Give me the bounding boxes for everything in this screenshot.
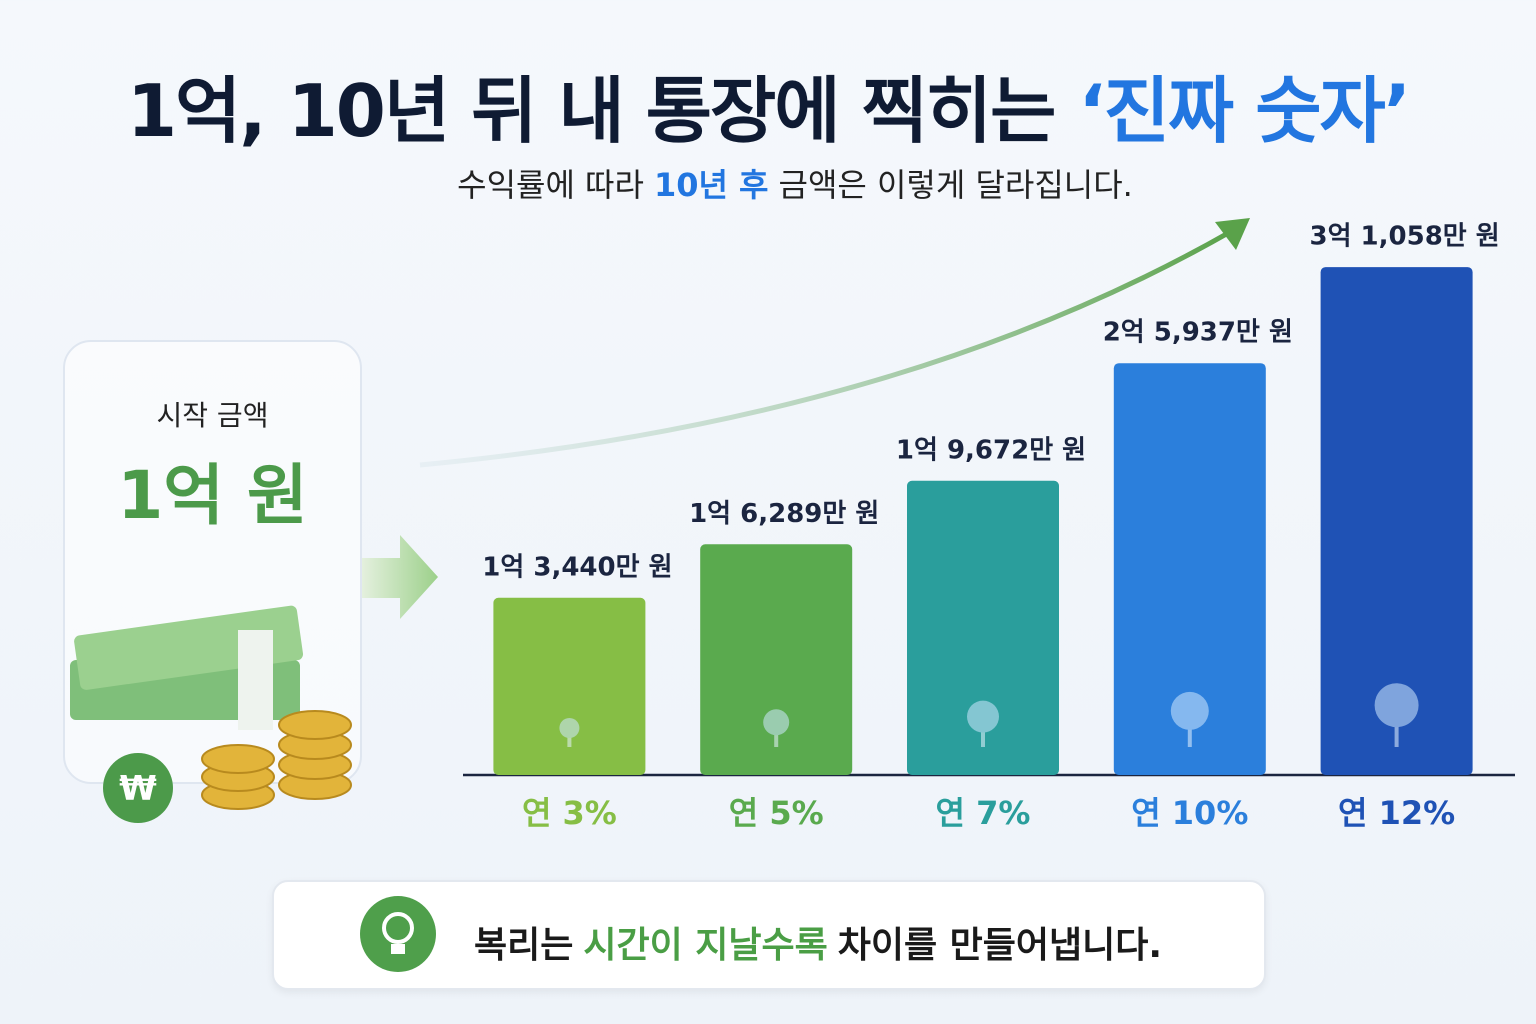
bar [1320,267,1473,775]
money-illustration [70,605,352,823]
footer-part: 복리는 [474,925,574,966]
tree-crown [967,700,999,733]
bulb-icon [360,896,436,972]
title: 1억, 10년 뒤 내 통장에 찍히는 ‘진짜 숫자’ [0,52,1536,157]
value-label: 3억 1,058만 원 [1309,222,1499,252]
tree-crown [1170,691,1209,730]
subtitle-part: 수익률에 따라 [457,166,644,204]
footer-box: 복리는 시간이 지날수록 차이를 만들어냅니다. [272,880,1266,990]
footer-part: 차이를 만들어냅니다. [837,925,1163,966]
growth-arrow [419,229,1232,468]
tree-crown [1374,683,1419,728]
bar [700,544,853,775]
tree-icon [763,709,790,747]
x-tick-label: 연 3% [522,794,617,832]
title-main: 1억, 10년 뒤 내 통장에 찍히는 [126,69,1056,153]
value-label: 1억 6,289만 원 [689,499,879,529]
value-label: 1억 9,672만 원 [896,435,1086,465]
tree-crown [559,718,580,738]
bar [907,480,1059,775]
tree-icon [1170,691,1209,747]
x-tick-label: 연 12% [1338,794,1455,832]
start-label: 시작 금액 [156,399,269,432]
subtitle: 수익률에 따라 10년 후 금액은 이렇게 달라집니다. [0,160,1536,206]
flow-arrow [362,535,438,619]
growth-arrow-head [1215,218,1250,250]
value-label: 1억 3,440만 원 [482,552,672,582]
subtitle-part: 금액은 이렇게 달라집니다. [778,166,1133,204]
x-tick-label: 연 5% [729,794,824,832]
subtitle-highlight: 10년 후 [653,166,769,204]
title-highlight: ‘진짜 숫자’ [1078,69,1411,153]
bar [493,597,646,775]
tree-icon [1374,683,1419,747]
tree-crown [763,709,790,736]
tree-icon [559,718,580,747]
footer-highlight: 시간이 지날수록 [583,925,828,966]
footer-text: 복리는 시간이 지날수록 차이를 만들어냅니다. [474,916,1162,968]
bar [1113,363,1266,775]
x-tick-label: 연 10% [1131,794,1248,832]
currency-symbol: ₩ [119,769,157,809]
tree-icon [967,700,999,747]
start-amount: 1억 원 [117,457,308,534]
x-tick-label: 연 7% [936,794,1031,832]
value-label: 2억 5,937만 원 [1103,318,1293,348]
